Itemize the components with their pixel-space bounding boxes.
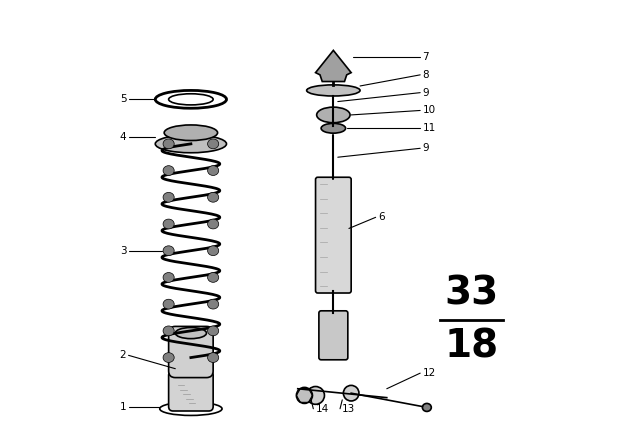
Ellipse shape xyxy=(163,326,174,336)
Ellipse shape xyxy=(344,385,359,401)
Ellipse shape xyxy=(422,404,431,411)
Ellipse shape xyxy=(175,327,207,339)
Ellipse shape xyxy=(163,353,174,362)
Text: 7: 7 xyxy=(422,52,429,62)
Ellipse shape xyxy=(156,135,227,153)
FancyBboxPatch shape xyxy=(168,371,213,411)
Ellipse shape xyxy=(163,166,174,176)
Ellipse shape xyxy=(207,139,219,149)
Ellipse shape xyxy=(207,272,219,282)
Text: 14: 14 xyxy=(316,404,329,414)
Text: 5: 5 xyxy=(120,95,126,104)
Ellipse shape xyxy=(163,192,174,202)
Ellipse shape xyxy=(163,139,174,149)
Ellipse shape xyxy=(207,353,219,362)
FancyBboxPatch shape xyxy=(168,327,213,378)
Ellipse shape xyxy=(207,299,219,309)
Ellipse shape xyxy=(307,85,360,96)
Ellipse shape xyxy=(207,246,219,256)
Text: 3: 3 xyxy=(120,246,126,256)
Ellipse shape xyxy=(207,219,219,229)
Ellipse shape xyxy=(168,94,213,105)
Ellipse shape xyxy=(163,246,174,256)
Ellipse shape xyxy=(163,299,174,309)
Text: 18: 18 xyxy=(444,327,499,366)
Text: 2: 2 xyxy=(120,350,126,360)
Ellipse shape xyxy=(207,166,219,176)
Ellipse shape xyxy=(321,123,346,133)
Ellipse shape xyxy=(164,125,218,141)
Text: 6: 6 xyxy=(378,212,385,222)
Ellipse shape xyxy=(207,192,219,202)
Text: 13: 13 xyxy=(342,404,355,414)
Ellipse shape xyxy=(317,107,350,123)
Text: 8: 8 xyxy=(422,70,429,80)
Text: 10: 10 xyxy=(422,105,436,116)
Text: 9: 9 xyxy=(422,88,429,98)
Text: 33: 33 xyxy=(444,274,499,312)
Text: 12: 12 xyxy=(422,368,436,378)
Ellipse shape xyxy=(207,326,219,336)
Text: 4: 4 xyxy=(120,132,126,142)
FancyBboxPatch shape xyxy=(319,311,348,360)
Text: 1: 1 xyxy=(120,401,126,412)
Text: 11: 11 xyxy=(422,123,436,133)
Ellipse shape xyxy=(163,219,174,229)
Ellipse shape xyxy=(163,272,174,282)
Ellipse shape xyxy=(296,388,312,404)
FancyBboxPatch shape xyxy=(316,177,351,293)
Polygon shape xyxy=(316,50,351,82)
Ellipse shape xyxy=(307,387,324,404)
Text: 9: 9 xyxy=(422,143,429,153)
